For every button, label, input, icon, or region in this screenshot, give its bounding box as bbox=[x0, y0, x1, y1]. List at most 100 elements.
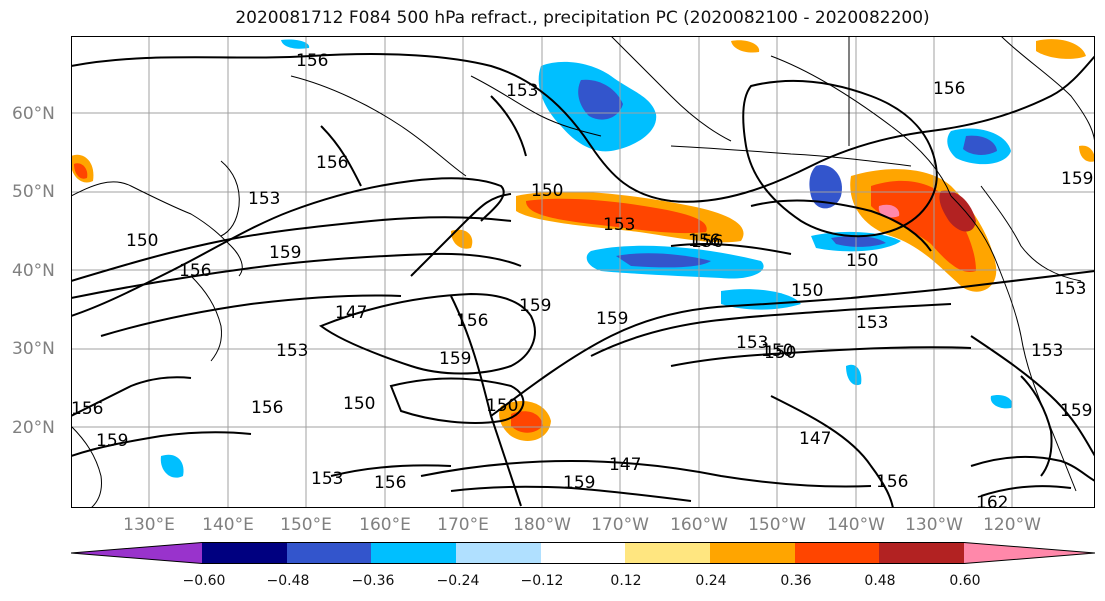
contour-153-bering bbox=[490, 95, 527, 157]
coast-north-america bbox=[950, 195, 1077, 492]
lon-label-140e: 140°E bbox=[202, 515, 254, 535]
colorbar-segment bbox=[625, 542, 710, 564]
contour-label: 159 bbox=[563, 473, 595, 493]
contour-label: 156 bbox=[296, 51, 328, 71]
contour-label: 156 bbox=[179, 261, 211, 281]
colorbar-tick: −0.12 bbox=[520, 573, 564, 589]
contour-147-loop bbox=[318, 292, 536, 375]
lon-label-160w: 160°W bbox=[670, 515, 728, 535]
colorbar-segment bbox=[879, 542, 964, 564]
contour-label: 150 bbox=[126, 231, 158, 251]
colorbar-segment bbox=[371, 542, 456, 564]
contour-label: 159 bbox=[96, 431, 128, 451]
precip-blue-hawaii bbox=[846, 364, 862, 386]
contour-label: 156 bbox=[688, 231, 720, 251]
lon-label-160e: 160°E bbox=[359, 515, 411, 535]
colorbar-segment bbox=[964, 542, 1095, 564]
contour-156-gulf-loop bbox=[742, 79, 938, 238]
colorbar-segment bbox=[287, 542, 371, 564]
contour-label: 159 bbox=[1060, 401, 1092, 421]
precip-pink-gulf bbox=[878, 204, 900, 218]
contour-label: 159 bbox=[519, 296, 551, 316]
colorbar-segment bbox=[456, 542, 541, 564]
contour-label: 153 bbox=[603, 215, 635, 235]
contour-147-east bbox=[770, 395, 894, 509]
contour-label: 150 bbox=[764, 343, 796, 363]
contour-153-south bbox=[330, 464, 452, 477]
precip-red-central bbox=[526, 198, 707, 234]
contour-150-central bbox=[490, 270, 1096, 417]
contour-label: 153 bbox=[248, 189, 280, 209]
precip-navy-aleutian-a bbox=[578, 79, 623, 120]
lat-label-60n: 60°N bbox=[12, 104, 55, 124]
contour-label: 150 bbox=[531, 181, 563, 201]
precip-orange-canada bbox=[1079, 145, 1095, 162]
contour-label: 153 bbox=[311, 469, 343, 489]
contour-156-central-b bbox=[670, 243, 792, 255]
colorbar-segment bbox=[71, 542, 202, 564]
lon-label-150e: 150°E bbox=[280, 515, 332, 535]
lon-label-120w: 120°W bbox=[983, 515, 1041, 535]
contour-label: 159 bbox=[596, 309, 628, 329]
contour-label: 156 bbox=[876, 472, 908, 492]
lat-label-30n: 30°N bbox=[12, 339, 55, 359]
map-frame bbox=[71, 36, 1095, 508]
contour-label: 156 bbox=[374, 473, 406, 493]
lat-label-20n: 20°N bbox=[12, 418, 55, 438]
contour-label: 150 bbox=[486, 396, 518, 416]
contour-label: 147 bbox=[799, 429, 831, 449]
coast-chukotka bbox=[470, 75, 602, 137]
contour-153-west bbox=[70, 177, 505, 317]
contour-159-westpac bbox=[70, 431, 252, 457]
contour-147-south bbox=[420, 459, 872, 488]
colorbar-segment bbox=[202, 542, 287, 564]
coast-japan-north bbox=[220, 160, 240, 237]
contour-156-north bbox=[70, 53, 1096, 203]
lon-label-130w: 130°W bbox=[905, 515, 963, 535]
colorbar-tick: −0.36 bbox=[351, 573, 395, 589]
contour-label: 150 bbox=[846, 251, 878, 271]
contour-labels: 156 153 156 150 156 159 153 150 147 159 … bbox=[71, 51, 1093, 513]
precip-orange-dateline bbox=[451, 229, 473, 249]
contour-label: 153 bbox=[276, 341, 308, 361]
coast-aleutians bbox=[670, 145, 912, 167]
colorbar-tick: 0.36 bbox=[780, 573, 812, 589]
contour-162-east bbox=[980, 485, 1072, 497]
contour-156-westmid bbox=[70, 252, 522, 299]
coast-asia bbox=[70, 181, 243, 277]
contour-label: 153 bbox=[1031, 341, 1063, 361]
precip-navy-alaska bbox=[963, 135, 997, 155]
contour-label: 159 bbox=[439, 349, 471, 369]
contour-label: 153 bbox=[856, 313, 888, 333]
contour-label: 162 bbox=[976, 493, 1008, 508]
map-svg: 156 153 156 150 156 159 153 150 147 159 … bbox=[70, 35, 1096, 513]
contour-label: 156 bbox=[316, 153, 348, 173]
contour-150-west bbox=[70, 216, 512, 282]
contour-153-central-b bbox=[670, 346, 972, 367]
contour-label: 150 bbox=[343, 394, 375, 414]
contour-153-central bbox=[590, 303, 952, 357]
contour-label: 153 bbox=[1054, 279, 1086, 299]
lat-label-40n: 40°N bbox=[12, 261, 55, 281]
colorbar-segment bbox=[710, 542, 795, 564]
colorbar-tick: −0.24 bbox=[436, 573, 480, 589]
lat-label-50n: 50°N bbox=[12, 182, 55, 202]
contour-label: 153 bbox=[736, 333, 768, 353]
colorbar-tick: 0.48 bbox=[864, 573, 896, 589]
coast-china bbox=[70, 425, 102, 509]
lon-label-140w: 140°W bbox=[827, 515, 885, 535]
contour-label: 156 bbox=[691, 232, 723, 252]
contour-label: 156 bbox=[933, 79, 965, 99]
colorbar-segment bbox=[795, 542, 879, 564]
lon-label-130e: 130°E bbox=[123, 515, 175, 535]
contour-159-south bbox=[450, 485, 692, 502]
precip-blue-westpac bbox=[160, 454, 184, 478]
lon-label-180w: 180°W bbox=[513, 515, 571, 535]
contour-label: 159 bbox=[269, 243, 301, 263]
colorbar-tick: 0.12 bbox=[610, 573, 642, 589]
contour-159-east bbox=[1020, 375, 1053, 477]
precip-darkred-gulf bbox=[939, 190, 976, 232]
lon-label-170e: 170°E bbox=[437, 515, 489, 535]
contour-156-westpac bbox=[70, 376, 192, 417]
precip-navy-gulf-a bbox=[831, 235, 886, 247]
